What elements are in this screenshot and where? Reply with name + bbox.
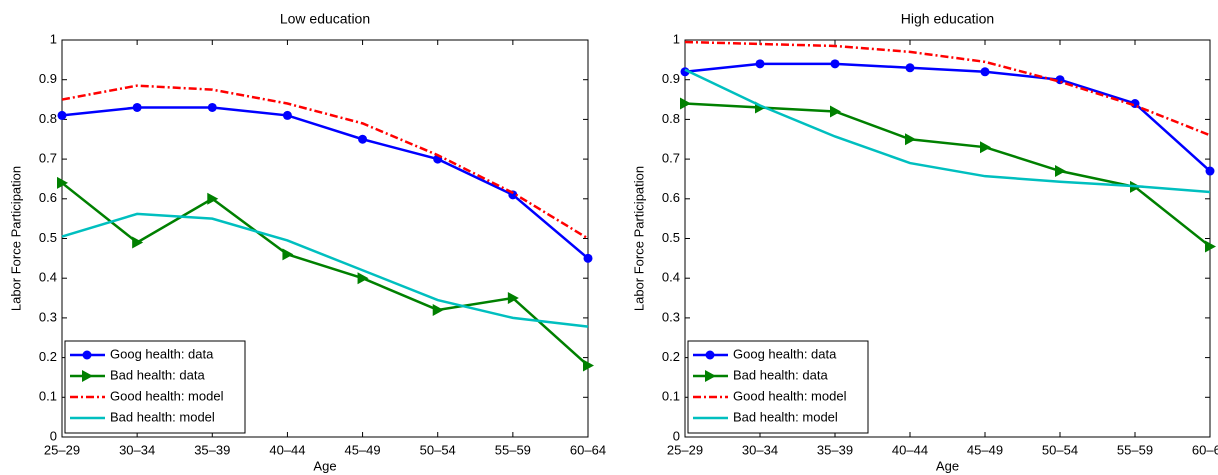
point bbox=[358, 134, 368, 144]
x-tick-label: 60–64 bbox=[570, 442, 606, 457]
x-tick-label: 55–59 bbox=[495, 442, 531, 457]
point bbox=[980, 67, 990, 77]
y-tick-label: 1 bbox=[673, 31, 680, 46]
y-tick-label: 0.8 bbox=[662, 111, 680, 126]
y-axis-label: Labor Force Participation bbox=[8, 166, 23, 311]
x-tick-label: 55–59 bbox=[1117, 442, 1153, 457]
series-line bbox=[684, 62, 1211, 172]
series-line bbox=[684, 40, 1211, 137]
x-tick-label: 50–54 bbox=[1042, 442, 1078, 457]
series-line bbox=[684, 102, 1211, 248]
y-tick-label: 0.8 bbox=[39, 111, 57, 126]
point bbox=[57, 110, 67, 120]
y-tick-label: 0.1 bbox=[662, 389, 680, 404]
y-tick-label: 0.4 bbox=[39, 270, 57, 285]
x-tick-label: 25–29 bbox=[667, 442, 703, 457]
y-tick-label: 0.2 bbox=[662, 349, 680, 364]
chart-title: Low education bbox=[280, 11, 370, 27]
x-tick-label: 40–44 bbox=[892, 442, 928, 457]
point bbox=[905, 133, 916, 146]
point bbox=[357, 272, 369, 285]
legend-label: Good health: model bbox=[110, 388, 224, 403]
point bbox=[207, 192, 219, 205]
x-tick-label: 30–34 bbox=[119, 442, 155, 457]
legend-label: Goog health: data bbox=[733, 346, 837, 361]
x-axis-label: Age bbox=[313, 458, 336, 473]
legend-label: Bad health: model bbox=[733, 409, 838, 424]
legend-label: Bad health: data bbox=[110, 367, 205, 382]
chart-title: High education bbox=[901, 11, 994, 27]
point bbox=[57, 176, 68, 189]
y-tick-label: 0.9 bbox=[662, 71, 680, 86]
legend-marker bbox=[82, 350, 92, 360]
y-tick-label: 0.3 bbox=[39, 309, 57, 324]
y-tick-label: 1 bbox=[50, 31, 57, 46]
legend-label: Goog health: data bbox=[110, 346, 214, 361]
point bbox=[1055, 165, 1066, 178]
point bbox=[830, 105, 841, 118]
legend-label: Bad health: model bbox=[110, 409, 215, 424]
x-axis-label: Age bbox=[936, 458, 959, 473]
plot-frame bbox=[61, 39, 589, 438]
y-tick-label: 0.6 bbox=[39, 190, 57, 205]
legend-marker bbox=[705, 350, 715, 360]
x-tick-label: 50–54 bbox=[420, 442, 456, 457]
y-tick-label: 0.5 bbox=[662, 230, 680, 245]
point bbox=[132, 102, 142, 112]
x-tick-label: 45–49 bbox=[967, 442, 1003, 457]
legend-marker bbox=[705, 370, 716, 382]
point bbox=[905, 63, 915, 73]
point bbox=[282, 248, 294, 261]
point bbox=[1205, 166, 1215, 176]
point bbox=[755, 59, 765, 69]
y-tick-label: 0 bbox=[673, 428, 680, 443]
y-tick-label: 0.4 bbox=[662, 270, 680, 285]
x-tick-label: 60–64 bbox=[1192, 442, 1218, 457]
y-tick-label: 0.5 bbox=[39, 230, 57, 245]
y-tick-label: 0.7 bbox=[39, 151, 57, 166]
point bbox=[980, 141, 991, 154]
y-tick-label: 0.7 bbox=[662, 151, 680, 166]
series-line bbox=[61, 212, 589, 328]
series-line bbox=[61, 106, 589, 260]
series-line bbox=[684, 68, 1211, 194]
point bbox=[583, 253, 593, 263]
point bbox=[132, 236, 144, 249]
y-tick-label: 0.3 bbox=[662, 309, 680, 324]
legend-marker bbox=[82, 370, 93, 382]
y-tick-label: 0.2 bbox=[39, 349, 57, 364]
point bbox=[583, 359, 594, 372]
x-tick-label: 30–34 bbox=[742, 442, 778, 457]
x-tick-label: 40–44 bbox=[269, 442, 305, 457]
y-tick-label: 0.9 bbox=[39, 71, 57, 86]
y-axis-label: Labor Force Participation bbox=[631, 166, 646, 311]
legend-label: Good health: model bbox=[733, 388, 847, 403]
x-tick-label: 35–39 bbox=[194, 442, 230, 457]
x-tick-label: 35–39 bbox=[817, 442, 853, 457]
y-tick-label: 0.1 bbox=[39, 389, 57, 404]
legend-label: Bad health: data bbox=[733, 367, 828, 382]
point bbox=[680, 97, 691, 110]
y-tick-label: 0 bbox=[50, 428, 57, 443]
series-line bbox=[61, 181, 589, 367]
x-tick-label: 45–49 bbox=[344, 442, 380, 457]
x-tick-label: 25–29 bbox=[44, 442, 80, 457]
plot-frame bbox=[684, 39, 1211, 438]
point bbox=[282, 110, 292, 120]
point bbox=[507, 292, 519, 305]
y-tick-label: 0.6 bbox=[662, 190, 680, 205]
point bbox=[830, 59, 840, 69]
point bbox=[432, 303, 444, 316]
point bbox=[1205, 240, 1216, 253]
point bbox=[207, 102, 217, 112]
